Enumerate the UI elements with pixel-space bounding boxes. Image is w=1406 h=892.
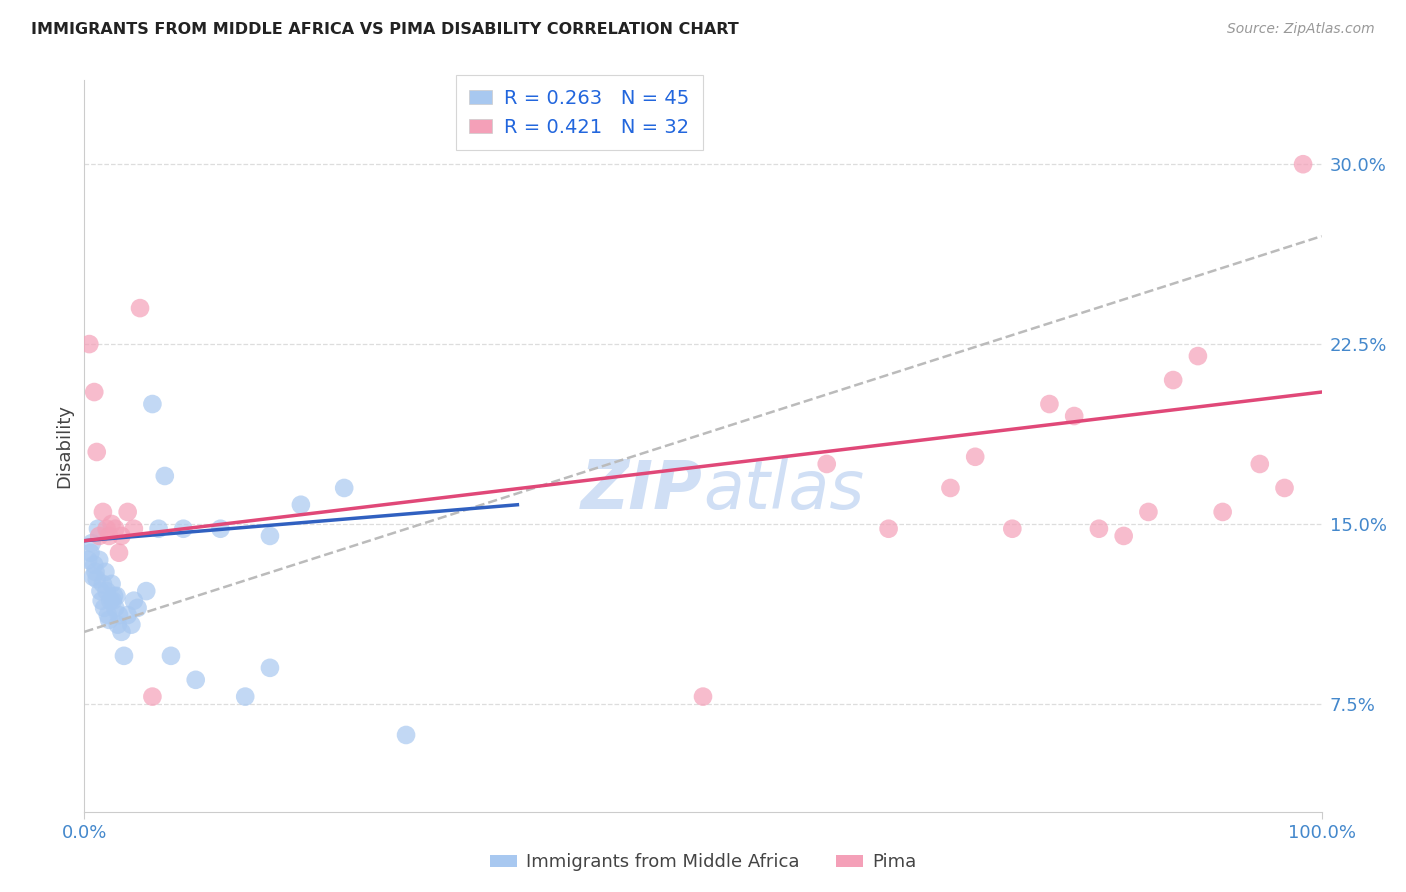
Point	[141, 397, 163, 411]
Point	[141, 690, 163, 704]
Point	[1249, 457, 1271, 471]
Point	[172, 522, 194, 536]
Point	[96, 522, 118, 536]
Text: ZIP: ZIP	[581, 457, 703, 523]
Point	[108, 546, 131, 560]
Point	[692, 690, 714, 704]
Point	[89, 584, 111, 599]
Point	[1274, 481, 1296, 495]
Text: Source: ZipAtlas.com: Source: ZipAtlas.com	[1227, 22, 1375, 37]
Point	[209, 522, 232, 536]
Point	[90, 593, 112, 607]
Point	[1063, 409, 1085, 423]
Point	[83, 385, 105, 400]
Point	[1212, 505, 1234, 519]
Point	[89, 553, 111, 567]
Point	[101, 593, 124, 607]
Point	[965, 450, 987, 464]
Point	[96, 584, 118, 599]
Point	[1038, 397, 1060, 411]
Point	[87, 522, 110, 536]
Point	[160, 648, 183, 663]
Point	[80, 536, 103, 550]
Point	[77, 553, 100, 567]
Point	[83, 558, 105, 572]
Point	[122, 522, 145, 536]
Point	[148, 522, 170, 536]
Point	[98, 529, 121, 543]
Point	[122, 593, 145, 607]
Legend: R = 0.263   N = 45, R = 0.421   N = 32: R = 0.263 N = 45, R = 0.421 N = 32	[456, 75, 703, 151]
Point	[117, 505, 139, 519]
Point	[395, 728, 418, 742]
Point	[259, 661, 281, 675]
Point	[290, 498, 312, 512]
Point	[129, 301, 152, 315]
Point	[79, 337, 101, 351]
Point	[93, 600, 115, 615]
Point	[939, 481, 962, 495]
Point	[84, 565, 107, 579]
Point	[79, 546, 101, 560]
Point	[100, 516, 122, 531]
Point	[877, 522, 900, 536]
Point	[110, 529, 132, 543]
Point	[1292, 157, 1315, 171]
Point	[91, 505, 114, 519]
Point	[98, 613, 121, 627]
Y-axis label: Disability: Disability	[55, 404, 73, 488]
Point	[1187, 349, 1209, 363]
Point	[1137, 505, 1160, 519]
Point	[135, 584, 157, 599]
Point	[89, 529, 111, 543]
Point	[233, 690, 256, 704]
Point	[1112, 529, 1135, 543]
Point	[103, 589, 125, 603]
Point	[104, 600, 127, 615]
Legend: Immigrants from Middle Africa, Pima: Immigrants from Middle Africa, Pima	[482, 847, 924, 879]
Point	[107, 617, 129, 632]
Text: IMMIGRANTS FROM MIDDLE AFRICA VS PIMA DISABILITY CORRELATION CHART: IMMIGRANTS FROM MIDDLE AFRICA VS PIMA DI…	[31, 22, 738, 37]
Point	[815, 457, 838, 471]
Point	[91, 577, 114, 591]
Point	[97, 608, 120, 623]
Point	[94, 565, 117, 579]
Point	[112, 648, 135, 663]
Point	[120, 617, 142, 632]
Point	[100, 577, 122, 591]
Point	[108, 608, 131, 623]
Point	[117, 608, 139, 623]
Point	[86, 445, 108, 459]
Point	[98, 593, 121, 607]
Point	[1161, 373, 1184, 387]
Text: atlas: atlas	[703, 457, 865, 523]
Point	[259, 529, 281, 543]
Point	[127, 600, 149, 615]
Point	[184, 673, 207, 687]
Point	[110, 624, 132, 639]
Point	[86, 572, 108, 586]
Point	[333, 481, 356, 495]
Point	[1088, 522, 1111, 536]
Point	[104, 522, 127, 536]
Point	[82, 570, 104, 584]
Point	[153, 469, 176, 483]
Point	[105, 589, 128, 603]
Point	[1001, 522, 1024, 536]
